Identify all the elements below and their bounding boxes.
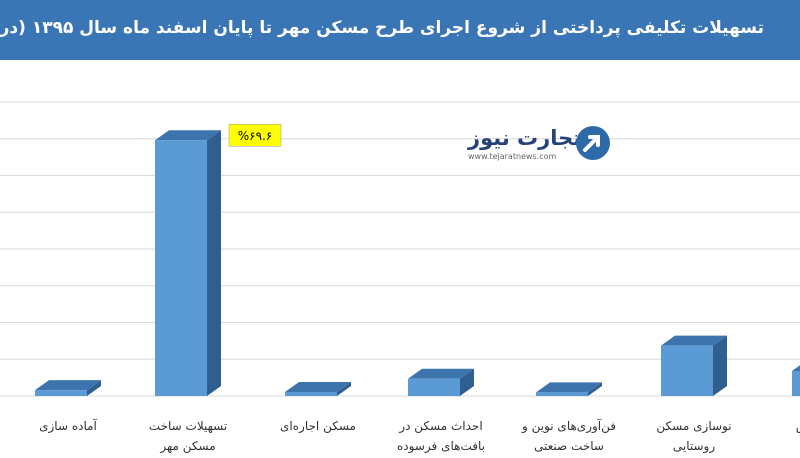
bar-top xyxy=(792,365,800,372)
data-label: %۶۹.۶ xyxy=(228,123,282,147)
chart-header: تسهیلات تکلیفی پرداختی از شروع اجرای طرح… xyxy=(0,0,800,60)
bar xyxy=(285,381,351,396)
bar xyxy=(536,382,602,396)
tick-label: ساخت صنعتی xyxy=(534,439,604,453)
bar xyxy=(661,335,727,396)
bar-top xyxy=(536,382,602,393)
tick-label: احداث مسکن در xyxy=(398,419,482,434)
tick-label: بافت‌های فرسوده xyxy=(397,439,485,454)
tick-label: روستایی xyxy=(673,439,715,454)
bar-top xyxy=(35,380,101,391)
tick-label: تسهیلات ساخت xyxy=(149,419,227,433)
bar-side xyxy=(713,335,727,396)
chart-title: تسهیلات تکلیفی پرداختی از شروع اجرای طرح… xyxy=(0,18,764,38)
tick-label: فن‌آوری‌های نوین و xyxy=(521,418,616,434)
bar-front xyxy=(155,140,207,396)
tick-label: اقشار خاص xyxy=(796,419,800,434)
bar-front xyxy=(35,390,87,396)
bar-top xyxy=(155,130,221,141)
bar-side xyxy=(87,380,101,396)
data-label-text: %۶۹.۶ xyxy=(238,129,273,143)
bar xyxy=(408,368,474,396)
bar-front xyxy=(536,392,588,396)
logo: تجارت نیوز www.tejaratnews.com xyxy=(462,124,610,166)
bar-top xyxy=(285,381,351,392)
bar-chart: %۶۹.۶ آماده سازی تسهیلات ساخت مسکن مهر مسکن … xyxy=(0,101,800,454)
bar-top xyxy=(408,368,474,379)
tick-label: نوسازی مسکن xyxy=(656,419,731,434)
tick-label: مسکن مهر xyxy=(159,439,215,454)
logo-brand: تجارت نیوز xyxy=(468,126,582,150)
bar xyxy=(35,380,101,396)
bar-side xyxy=(460,368,474,396)
tick-label: آماده سازی xyxy=(39,418,97,434)
bar-side xyxy=(588,382,602,396)
bar xyxy=(155,130,221,396)
data-label-bg xyxy=(228,123,282,147)
bar-side xyxy=(337,381,351,396)
gridlines xyxy=(0,101,800,397)
bar-front xyxy=(661,345,713,396)
bar-front xyxy=(408,378,460,396)
tick-label: مسکن اجاره‌ای xyxy=(280,419,356,434)
arrow-circle-icon xyxy=(576,126,610,160)
bar-front xyxy=(792,371,800,396)
bar xyxy=(792,365,800,396)
bar-front xyxy=(285,391,337,396)
bar-side xyxy=(207,130,221,396)
logo-site: www.tejaratnews.com xyxy=(468,152,557,161)
bar-top xyxy=(661,335,727,346)
